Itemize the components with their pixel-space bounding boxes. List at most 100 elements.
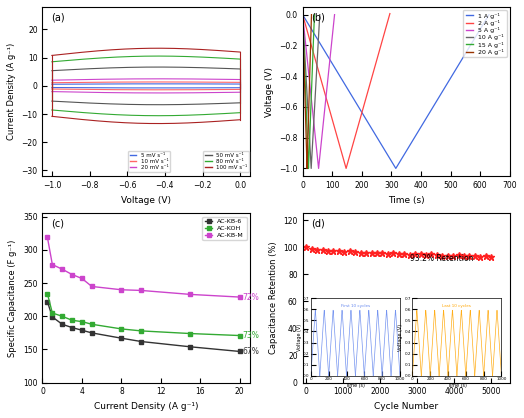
5 A g⁻¹ [319,136,325,141]
10 A g⁻¹ [314,60,320,65]
10 A g⁻¹ [308,166,314,171]
AC-KB-M [118,287,125,292]
5 A g⁻¹ [329,40,335,45]
5 A g⁻¹ [300,13,306,18]
15 A g⁻¹ [307,137,313,142]
20 A g⁻¹ [305,136,311,141]
5 A g⁻¹ [319,137,325,142]
2 A g⁻¹ [351,137,357,142]
1 A g⁻¹ [300,13,307,18]
15 A g⁻¹ [311,12,318,17]
2 A g⁻¹ [379,39,385,44]
15 A g⁻¹ [305,166,312,171]
Line: 10 A g⁻¹: 10 A g⁻¹ [302,15,320,168]
AC-KOH [138,329,144,334]
Text: (b): (b) [311,12,325,22]
Text: (c): (c) [51,219,64,229]
2 A g⁻¹ [343,166,349,171]
Y-axis label: Capacitance Retention (%): Capacitance Retention (%) [269,242,278,354]
15 A g⁻¹ [300,13,306,18]
Legend: 1 A g⁻¹, 2 A g⁻¹, 5 A g⁻¹, 10 A g⁻¹, 15 A g⁻¹, 20 A g⁻¹: 1 A g⁻¹, 2 A g⁻¹, 5 A g⁻¹, 10 A g⁻¹, 15 … [463,10,507,57]
2 A g⁻¹ [352,136,358,141]
AC-KOH [237,333,243,338]
5 A g⁻¹ [299,12,305,17]
AC-KB-M [69,272,75,277]
2 A g⁻¹ [299,12,305,17]
X-axis label: Cycle Number: Cycle Number [374,402,438,411]
1 A g⁻¹ [414,131,420,136]
20 A g⁻¹ [300,13,306,18]
Line: 5 A g⁻¹: 5 A g⁻¹ [302,15,334,168]
2 A g⁻¹ [300,13,306,18]
AC-KB-6 [138,339,144,344]
AC-KOH [89,322,95,327]
15 A g⁻¹ [310,60,316,65]
20 A g⁻¹ [305,131,311,136]
10 A g⁻¹ [300,13,306,18]
AC-KB-M [59,267,66,272]
Text: 73%: 73% [243,331,259,340]
Line: 20 A g⁻¹: 20 A g⁻¹ [302,15,311,168]
Text: (a): (a) [51,12,64,22]
Y-axis label: Current Density (A g⁻¹): Current Density (A g⁻¹) [7,43,16,140]
1 A g⁻¹ [392,166,399,171]
15 A g⁻¹ [310,40,316,45]
20 A g⁻¹ [299,12,305,17]
AC-KB-M [237,295,243,300]
15 A g⁻¹ [307,131,313,136]
AC-KOH [187,331,193,336]
Line: 1 A g⁻¹: 1 A g⁻¹ [302,15,489,168]
AC-KOH [44,291,50,296]
AC-KB-M [49,262,56,267]
AC-KOH [118,326,125,331]
5 A g⁻¹ [319,131,325,136]
5 A g⁻¹ [326,60,333,65]
20 A g⁻¹ [305,137,311,142]
20 A g⁻¹ [308,12,314,17]
Text: (d): (d) [311,219,325,229]
1 A g⁻¹ [469,40,475,45]
AC-KB-6 [59,322,66,327]
X-axis label: Current Density (A g⁻¹): Current Density (A g⁻¹) [94,402,198,411]
1 A g⁻¹ [411,136,417,141]
AC-KB-6 [49,314,56,319]
Y-axis label: Specific Capacitance (F g⁻¹): Specific Capacitance (F g⁻¹) [8,240,17,357]
AC-KB-M [89,284,95,289]
AC-KB-6 [69,325,75,330]
Text: 67%: 67% [243,347,259,356]
Line: AC-KB-6: AC-KB-6 [45,299,242,354]
AC-KB-6 [118,336,125,341]
5 A g⁻¹ [331,12,337,17]
AC-KOH [79,319,85,324]
2 A g⁻¹ [387,11,393,16]
X-axis label: Time (s): Time (s) [388,196,424,204]
Line: 15 A g⁻¹: 15 A g⁻¹ [302,15,314,168]
10 A g⁻¹ [310,131,316,136]
10 A g⁻¹ [310,136,316,141]
20 A g⁻¹ [308,40,314,45]
5 A g⁻¹ [315,166,322,171]
10 A g⁻¹ [316,12,323,17]
AC-KB-M [187,292,193,297]
Y-axis label: Voltage (V): Voltage (V) [265,66,274,117]
AC-KOH [69,318,75,323]
Legend: 50 mV s⁻¹, 80 mV s⁻¹, 100 mV s⁻¹: 50 mV s⁻¹, 80 mV s⁻¹, 100 mV s⁻¹ [203,151,249,172]
10 A g⁻¹ [315,40,321,45]
2 A g⁻¹ [373,59,379,64]
Line: 2 A g⁻¹: 2 A g⁻¹ [302,14,390,168]
AC-KB-M [79,276,85,281]
AC-KB-6 [89,330,95,335]
AC-KOH [59,314,66,319]
Line: AC-KOH: AC-KOH [45,291,242,338]
X-axis label: Voltage (V): Voltage (V) [121,196,171,204]
Legend: AC-KB-6, AC-KOH, AC-KB-M: AC-KB-6, AC-KOH, AC-KB-M [202,217,246,240]
AC-KB-6 [79,328,85,333]
AC-KB-6 [44,299,50,304]
1 A g⁻¹ [410,137,417,142]
20 A g⁻¹ [307,60,313,65]
20 A g⁻¹ [304,166,310,171]
1 A g⁻¹ [457,60,463,65]
10 A g⁻¹ [310,137,316,142]
10 A g⁻¹ [299,12,305,17]
AC-KB-M [138,288,144,293]
